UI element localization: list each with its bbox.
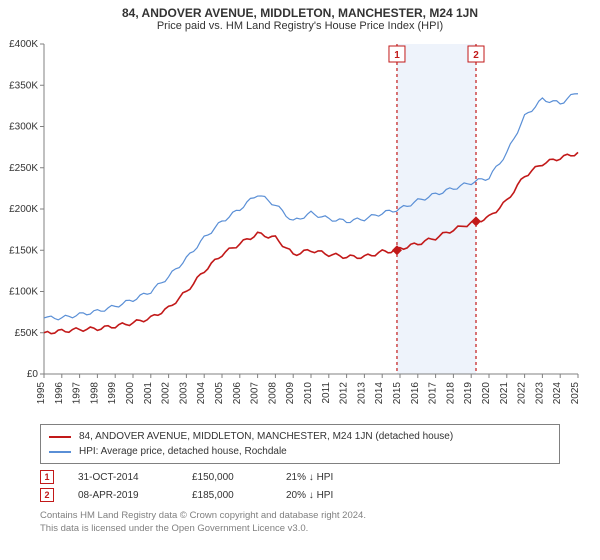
x-tick-label: 1999: [107, 382, 118, 405]
sale-row: 2 08-APR-2019 £185,000 20% ↓ HPI: [0, 486, 600, 504]
x-tick-label: 1998: [89, 382, 100, 405]
marker-label: 1: [394, 50, 400, 61]
x-tick-label: 2024: [552, 382, 563, 405]
series-property: [44, 152, 578, 333]
x-tick-label: 2012: [339, 382, 350, 405]
x-tick-label: 2003: [178, 382, 189, 405]
x-tick-label: 2018: [445, 382, 456, 405]
marker-label: 2: [473, 50, 479, 61]
x-tick-label: 2009: [285, 382, 296, 405]
chart-subtitle: Price paid vs. HM Land Registry's House …: [0, 20, 600, 38]
legend-item: HPI: Average price, detached house, Roch…: [49, 444, 551, 459]
y-tick-label: £0: [27, 369, 39, 380]
credits-line-2: This data is licensed under the Open Gov…: [40, 523, 560, 536]
sale-price: £150,000: [192, 472, 262, 483]
y-tick-label: £200K: [9, 204, 38, 215]
x-tick-label: 1997: [72, 382, 83, 405]
x-tick-label: 2010: [303, 382, 314, 405]
chart-svg: 1 2 £0 £50K £100K £150K £200K £250K £300K £350K £4…: [0, 38, 600, 418]
x-tick-label: 2000: [125, 382, 136, 405]
sale-row: 1 31-OCT-2014 £150,000 21% ↓ HPI: [0, 468, 600, 486]
y-tick-label: £150K: [9, 245, 38, 256]
x-tick-label: 2025: [570, 382, 581, 405]
legend-swatch: [49, 451, 71, 453]
x-tick-label: 2007: [250, 382, 261, 405]
x-tick-label: 2021: [499, 382, 510, 405]
legend-label: HPI: Average price, detached house, Roch…: [79, 444, 287, 459]
y-tick-label: £100K: [9, 287, 38, 298]
x-tick-label: 2013: [356, 382, 367, 405]
y-tick-label: £50K: [15, 328, 39, 339]
legend-item: 84, ANDOVER AVENUE, MIDDLETON, MANCHESTE…: [49, 429, 551, 444]
sale-date: 08-APR-2019: [78, 490, 168, 501]
x-tick-label: 2016: [410, 382, 421, 405]
x-tick-label: 2020: [481, 382, 492, 405]
legend-swatch: [49, 436, 71, 438]
x-tick-label: 2023: [534, 382, 545, 405]
chart-area: 1 2 £0 £50K £100K £150K £200K £250K £300K £350K £4…: [0, 38, 600, 418]
legend-label: 84, ANDOVER AVENUE, MIDDLETON, MANCHESTE…: [79, 429, 453, 444]
x-tick-label: 2001: [143, 382, 154, 405]
sale-marker: 1: [40, 470, 54, 484]
x-tick-label: 2006: [232, 382, 243, 405]
sale-delta: 20% ↓ HPI: [286, 490, 333, 501]
x-tick-label: 2002: [161, 382, 172, 405]
sales-list: 1 31-OCT-2014 £150,000 21% ↓ HPI 2 08-APR-201…: [0, 468, 600, 504]
y-tick-label: £400K: [9, 39, 38, 50]
legend: 84, ANDOVER AVENUE, MIDDLETON, MANCHESTE…: [40, 424, 560, 464]
y-tick-label: £250K: [9, 163, 38, 174]
series-hpi: [44, 94, 578, 320]
x-tick-label: 1995: [36, 382, 47, 405]
sale-price: £185,000: [192, 490, 262, 501]
highlight-band: [397, 44, 476, 374]
sale-delta: 21% ↓ HPI: [286, 472, 333, 483]
x-tick-label: 2019: [463, 382, 474, 405]
x-tick-label: 2005: [214, 382, 225, 405]
x-tick-label: 2008: [267, 382, 278, 405]
x-tick-label: 2004: [196, 382, 207, 405]
y-tick-label: £300K: [9, 122, 38, 133]
sale-date: 31-OCT-2014: [78, 472, 168, 483]
x-tick-label: 1996: [54, 382, 65, 405]
sale-marker: 2: [40, 488, 54, 502]
credits-line-1: Contains HM Land Registry data © Crown c…: [40, 510, 560, 523]
y-tick-label: £350K: [9, 80, 38, 91]
x-tick-label: 2015: [392, 382, 403, 405]
chart-title: 84, ANDOVER AVENUE, MIDDLETON, MANCHESTE…: [0, 0, 600, 20]
x-tick-label: 2022: [517, 382, 528, 405]
x-tick-label: 2011: [321, 382, 332, 404]
credits: Contains HM Land Registry data © Crown c…: [40, 510, 560, 536]
x-tick-label: 2017: [428, 382, 439, 405]
x-tick-label: 2014: [374, 382, 385, 405]
